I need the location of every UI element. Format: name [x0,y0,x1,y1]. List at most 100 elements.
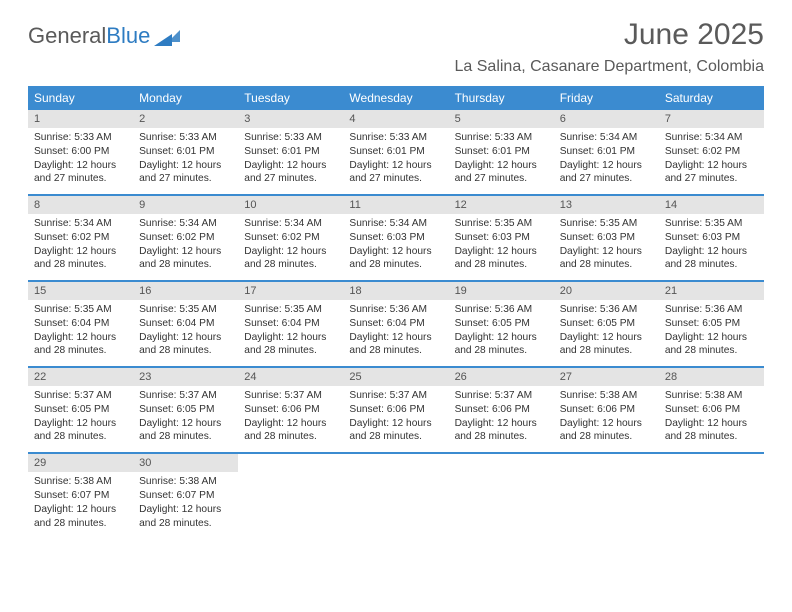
day-details: Sunrise: 5:36 AMSunset: 6:05 PMDaylight:… [554,300,659,366]
sunset-text: Sunset: 6:04 PM [139,317,232,331]
day-number: 9 [133,196,238,214]
day-details: Sunrise: 5:35 AMSunset: 6:04 PMDaylight:… [28,300,133,366]
sunrise-text: Sunrise: 5:38 AM [139,475,232,489]
day-number: 15 [28,282,133,300]
day-number: 19 [449,282,554,300]
month-title: June 2025 [455,18,765,52]
day-details: Sunrise: 5:35 AMSunset: 6:04 PMDaylight:… [238,300,343,366]
sunset-text: Sunset: 6:07 PM [139,489,232,503]
day-number: 18 [343,282,448,300]
daylight-text: Daylight: 12 hours and 28 minutes. [34,503,127,531]
day-cell [659,454,764,538]
day-number: 20 [554,282,659,300]
sunrise-text: Sunrise: 5:34 AM [139,217,232,231]
day-number: 14 [659,196,764,214]
dayhead-fri: Friday [554,86,659,110]
dayhead-tue: Tuesday [238,86,343,110]
daylight-text: Daylight: 12 hours and 28 minutes. [34,331,127,359]
sunset-text: Sunset: 6:01 PM [560,145,653,159]
daylight-text: Daylight: 12 hours and 27 minutes. [244,159,337,187]
day-details: Sunrise: 5:34 AMSunset: 6:03 PMDaylight:… [343,214,448,280]
sunrise-text: Sunrise: 5:38 AM [560,389,653,403]
day-cell: 23Sunrise: 5:37 AMSunset: 6:05 PMDayligh… [133,368,238,452]
sunrise-text: Sunrise: 5:33 AM [349,131,442,145]
calendar-grid: Sunday Monday Tuesday Wednesday Thursday… [28,86,764,538]
sunrise-text: Sunrise: 5:38 AM [665,389,758,403]
sunset-text: Sunset: 6:06 PM [244,403,337,417]
weeks-container: 1Sunrise: 5:33 AMSunset: 6:00 PMDaylight… [28,110,764,538]
sunrise-text: Sunrise: 5:33 AM [139,131,232,145]
day-number: 24 [238,368,343,386]
sunset-text: Sunset: 6:05 PM [455,317,548,331]
day-details: Sunrise: 5:35 AMSunset: 6:03 PMDaylight:… [659,214,764,280]
brand-word1: General [28,23,106,48]
sunset-text: Sunset: 6:05 PM [34,403,127,417]
day-cell: 28Sunrise: 5:38 AMSunset: 6:06 PMDayligh… [659,368,764,452]
day-number: 8 [28,196,133,214]
dayhead-mon: Monday [133,86,238,110]
day-details: Sunrise: 5:34 AMSunset: 6:02 PMDaylight:… [659,128,764,194]
day-details: Sunrise: 5:38 AMSunset: 6:06 PMDaylight:… [659,386,764,452]
daylight-text: Daylight: 12 hours and 28 minutes. [244,331,337,359]
day-number: 21 [659,282,764,300]
day-cell: 20Sunrise: 5:36 AMSunset: 6:05 PMDayligh… [554,282,659,366]
daylight-text: Daylight: 12 hours and 27 minutes. [560,159,653,187]
sunset-text: Sunset: 6:03 PM [560,231,653,245]
sunrise-text: Sunrise: 5:37 AM [349,389,442,403]
day-details: Sunrise: 5:34 AMSunset: 6:02 PMDaylight:… [238,214,343,280]
day-number: 16 [133,282,238,300]
day-cell: 30Sunrise: 5:38 AMSunset: 6:07 PMDayligh… [133,454,238,538]
sunrise-text: Sunrise: 5:35 AM [560,217,653,231]
sunset-text: Sunset: 6:05 PM [139,403,232,417]
day-number: 13 [554,196,659,214]
brand-text: GeneralBlue [28,24,150,47]
daylight-text: Daylight: 12 hours and 28 minutes. [455,331,548,359]
sunset-text: Sunset: 6:07 PM [34,489,127,503]
day-details: Sunrise: 5:37 AMSunset: 6:05 PMDaylight:… [28,386,133,452]
sunrise-text: Sunrise: 5:37 AM [34,389,127,403]
location-text: La Salina, Casanare Department, Colombia [455,58,765,76]
daylight-text: Daylight: 12 hours and 28 minutes. [244,245,337,273]
sunset-text: Sunset: 6:03 PM [349,231,442,245]
day-cell: 15Sunrise: 5:35 AMSunset: 6:04 PMDayligh… [28,282,133,366]
sunset-text: Sunset: 6:00 PM [34,145,127,159]
sunrise-text: Sunrise: 5:34 AM [349,217,442,231]
week-row: 8Sunrise: 5:34 AMSunset: 6:02 PMDaylight… [28,194,764,280]
day-cell: 22Sunrise: 5:37 AMSunset: 6:05 PMDayligh… [28,368,133,452]
daylight-text: Daylight: 12 hours and 28 minutes. [139,245,232,273]
week-row: 1Sunrise: 5:33 AMSunset: 6:00 PMDaylight… [28,110,764,194]
day-details: Sunrise: 5:38 AMSunset: 6:07 PMDaylight:… [28,472,133,538]
daylight-text: Daylight: 12 hours and 28 minutes. [455,245,548,273]
calendar-page: GeneralBlue June 2025 La Salina, Casanar… [0,0,792,538]
day-number: 22 [28,368,133,386]
day-details: Sunrise: 5:36 AMSunset: 6:05 PMDaylight:… [449,300,554,366]
sunrise-text: Sunrise: 5:35 AM [665,217,758,231]
day-number: 23 [133,368,238,386]
day-cell: 3Sunrise: 5:33 AMSunset: 6:01 PMDaylight… [238,110,343,194]
daylight-text: Daylight: 12 hours and 28 minutes. [560,331,653,359]
day-cell [238,454,343,538]
sunset-text: Sunset: 6:04 PM [34,317,127,331]
day-details: Sunrise: 5:36 AMSunset: 6:04 PMDaylight:… [343,300,448,366]
day-details: Sunrise: 5:33 AMSunset: 6:00 PMDaylight:… [28,128,133,194]
daylight-text: Daylight: 12 hours and 28 minutes. [665,245,758,273]
page-header: GeneralBlue June 2025 La Salina, Casanar… [28,18,764,76]
dayhead-sat: Saturday [659,86,764,110]
day-number: 12 [449,196,554,214]
sunset-text: Sunset: 6:06 PM [665,403,758,417]
day-details: Sunrise: 5:34 AMSunset: 6:02 PMDaylight:… [133,214,238,280]
sunset-text: Sunset: 6:03 PM [455,231,548,245]
sunrise-text: Sunrise: 5:34 AM [665,131,758,145]
sunset-text: Sunset: 6:01 PM [349,145,442,159]
day-cell: 10Sunrise: 5:34 AMSunset: 6:02 PMDayligh… [238,196,343,280]
day-cell: 17Sunrise: 5:35 AMSunset: 6:04 PMDayligh… [238,282,343,366]
day-cell: 25Sunrise: 5:37 AMSunset: 6:06 PMDayligh… [343,368,448,452]
daylight-text: Daylight: 12 hours and 28 minutes. [349,245,442,273]
day-cell: 9Sunrise: 5:34 AMSunset: 6:02 PMDaylight… [133,196,238,280]
day-cell [343,454,448,538]
day-number: 11 [343,196,448,214]
day-details: Sunrise: 5:37 AMSunset: 6:06 PMDaylight:… [449,386,554,452]
day-number: 28 [659,368,764,386]
day-number: 30 [133,454,238,472]
sunrise-text: Sunrise: 5:35 AM [139,303,232,317]
